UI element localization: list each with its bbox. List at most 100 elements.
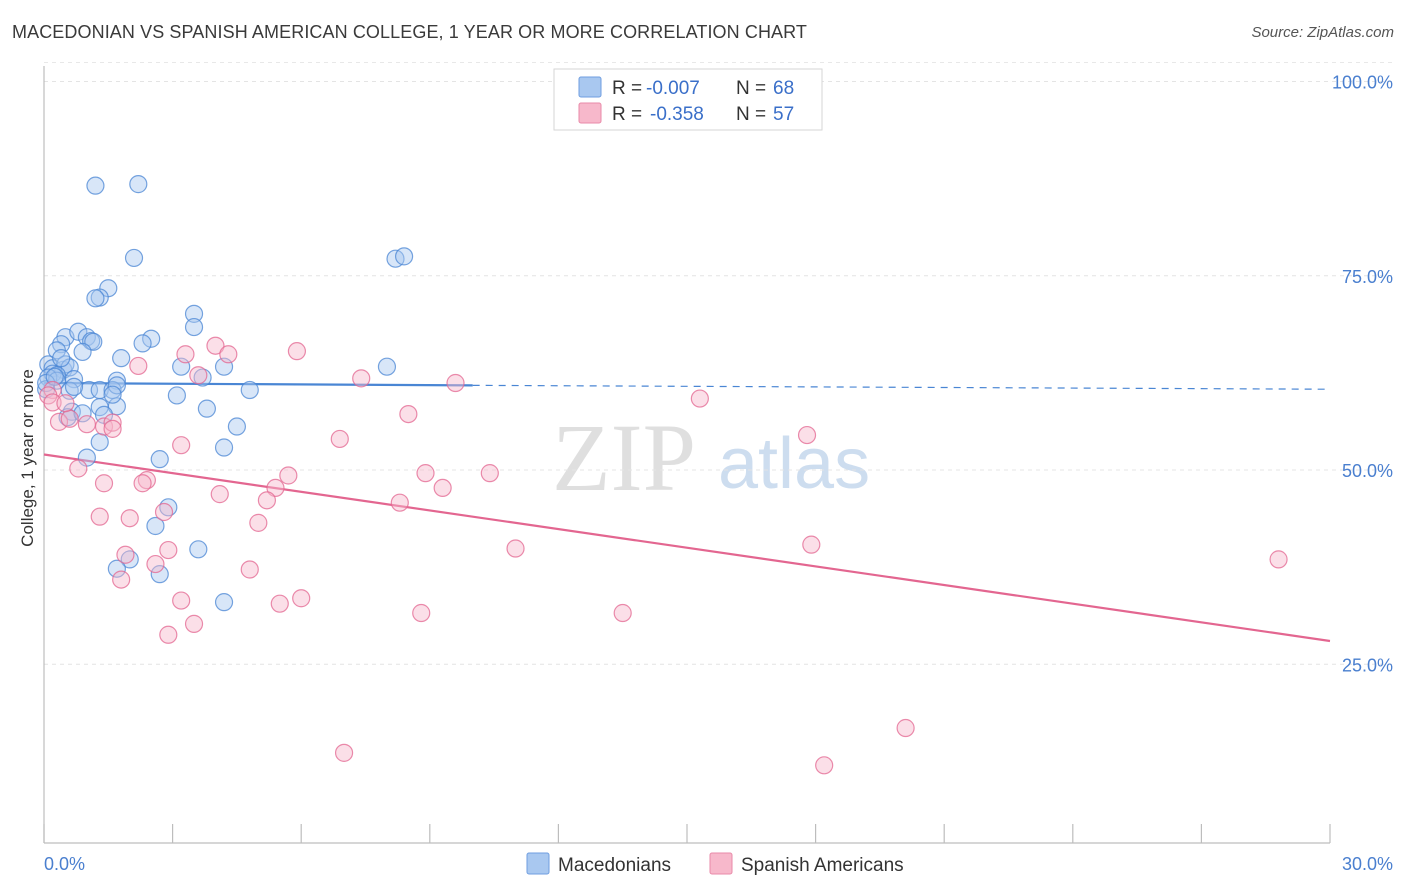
macedonian-point bbox=[103, 385, 122, 404]
spanish-american-point bbox=[240, 560, 259, 579]
spanish-american-point bbox=[69, 459, 88, 478]
macedonian-point bbox=[107, 376, 126, 395]
spanish-american-point bbox=[159, 625, 178, 644]
stats-r-label-2: R = bbox=[612, 104, 642, 125]
watermark-atlas: atlas bbox=[718, 424, 870, 504]
stats-n-value-1: 68 bbox=[773, 78, 794, 99]
macedonian-point bbox=[377, 357, 397, 376]
macedonian-point bbox=[69, 322, 88, 341]
macedonian-point bbox=[64, 370, 84, 389]
macedonian-point bbox=[189, 540, 208, 559]
source-credit: Source: ZipAtlas.com bbox=[1251, 24, 1394, 41]
y-tick-label: 25.0% bbox=[1342, 655, 1393, 675]
spanish-american-point bbox=[433, 478, 452, 498]
spanish-american-point bbox=[90, 507, 109, 526]
macedonian-point bbox=[146, 516, 165, 536]
spanish-american-point bbox=[412, 603, 431, 623]
macedonian-point bbox=[167, 386, 186, 405]
spanish-american-point bbox=[249, 513, 268, 532]
spanish-american-point bbox=[815, 756, 834, 775]
macedonian-point bbox=[184, 317, 204, 337]
stats-r-value-2: -0.358 bbox=[650, 104, 704, 125]
macedonian-point bbox=[227, 417, 246, 436]
spanish-american-point bbox=[120, 509, 139, 528]
spanish-american-point bbox=[399, 404, 418, 424]
macedonian-point bbox=[129, 175, 148, 194]
spanish-american-point bbox=[480, 464, 499, 483]
spanish-american-point bbox=[270, 594, 289, 613]
spanish-american-point bbox=[287, 342, 307, 361]
spanish-american-point bbox=[60, 409, 79, 428]
macedonian-point bbox=[394, 247, 414, 266]
spanish-american-point bbox=[210, 485, 229, 504]
spanish-american-point bbox=[446, 373, 465, 393]
macedonian-point bbox=[197, 399, 216, 418]
macedonian-point bbox=[86, 176, 105, 195]
spanish-american-point bbox=[172, 436, 191, 455]
macedonian-point bbox=[150, 450, 169, 469]
spanish-american-point bbox=[219, 345, 238, 364]
macedonian-point bbox=[112, 349, 131, 368]
stats-legend-swatch-macedonians bbox=[578, 76, 602, 98]
spanish-american-point bbox=[390, 493, 409, 512]
watermark-zip: ZIP bbox=[552, 404, 696, 511]
spanish-american-point bbox=[330, 429, 349, 449]
legend-swatch-spanish bbox=[709, 852, 733, 875]
spanish-american-point bbox=[56, 394, 75, 413]
spanish-american-point bbox=[292, 589, 311, 608]
spanish-american-point bbox=[257, 491, 277, 510]
spanish-american-point bbox=[49, 412, 69, 431]
spanish-american-point bbox=[896, 718, 915, 738]
spanish-american-point bbox=[279, 466, 298, 485]
spanish-american-point bbox=[802, 535, 821, 554]
data-points bbox=[37, 175, 1288, 775]
stats-legend: R = -0.007 N = 68 R = -0.358 N = 57 bbox=[553, 68, 823, 131]
spanish-american-point bbox=[266, 478, 285, 498]
chart-title: MACEDONIAN VS SPANISH AMERICAN COLLEGE, … bbox=[12, 22, 808, 42]
macedonian-point bbox=[107, 371, 126, 390]
spanish-american-point bbox=[416, 464, 435, 483]
trend-lines bbox=[43, 381, 1331, 643]
spanish-american-point bbox=[184, 614, 204, 633]
spanish-american-point bbox=[1269, 550, 1288, 569]
spanish-american-point bbox=[797, 425, 817, 445]
legend-label-macedonians: Macedonians bbox=[558, 855, 671, 876]
stats-n-label-2: N = bbox=[736, 104, 766, 125]
macedonian-point bbox=[73, 342, 92, 362]
macedonian-trend-extension bbox=[472, 384, 1331, 390]
x-tick-label: 0.0% bbox=[44, 854, 85, 874]
macedonian-trend-line bbox=[43, 381, 473, 387]
spanish-american-point bbox=[159, 540, 178, 560]
stats-n-value-2: 57 bbox=[773, 104, 794, 125]
stats-legend-swatch-spanish bbox=[578, 102, 602, 124]
y-tick-label: 75.0% bbox=[1342, 267, 1393, 287]
legend-swatch-macedonians bbox=[526, 852, 550, 875]
spanish-american-point bbox=[206, 336, 225, 355]
y-tick-label: 100.0% bbox=[1332, 73, 1393, 93]
macedonian-point bbox=[124, 248, 144, 268]
spanish-american-point bbox=[94, 474, 114, 493]
spanish-american-point bbox=[352, 369, 371, 388]
spanish-american-point bbox=[506, 539, 525, 558]
spanish-american-point bbox=[112, 570, 131, 589]
stats-r-label-1: R = bbox=[612, 78, 642, 99]
spanish-american-trend-line bbox=[43, 453, 1331, 643]
macedonian-point bbox=[107, 559, 126, 578]
spanish-american-point bbox=[103, 413, 122, 432]
spanish-american-point bbox=[146, 554, 165, 574]
macedonian-point bbox=[133, 334, 152, 353]
macedonian-point bbox=[240, 380, 259, 400]
x-tick-label: 30.0% bbox=[1342, 854, 1393, 874]
macedonian-point bbox=[79, 380, 99, 400]
y-tick-label: 50.0% bbox=[1342, 461, 1393, 481]
macedonian-point bbox=[64, 377, 84, 397]
stats-r-value-1: -0.007 bbox=[646, 78, 700, 99]
spanish-american-point bbox=[172, 591, 191, 610]
spanish-american-point bbox=[103, 419, 122, 438]
macedonian-point bbox=[86, 289, 105, 308]
macedonian-point bbox=[90, 432, 109, 452]
spanish-american-point bbox=[613, 603, 632, 623]
spanish-american-point bbox=[189, 366, 208, 385]
spanish-american-point bbox=[116, 545, 135, 564]
